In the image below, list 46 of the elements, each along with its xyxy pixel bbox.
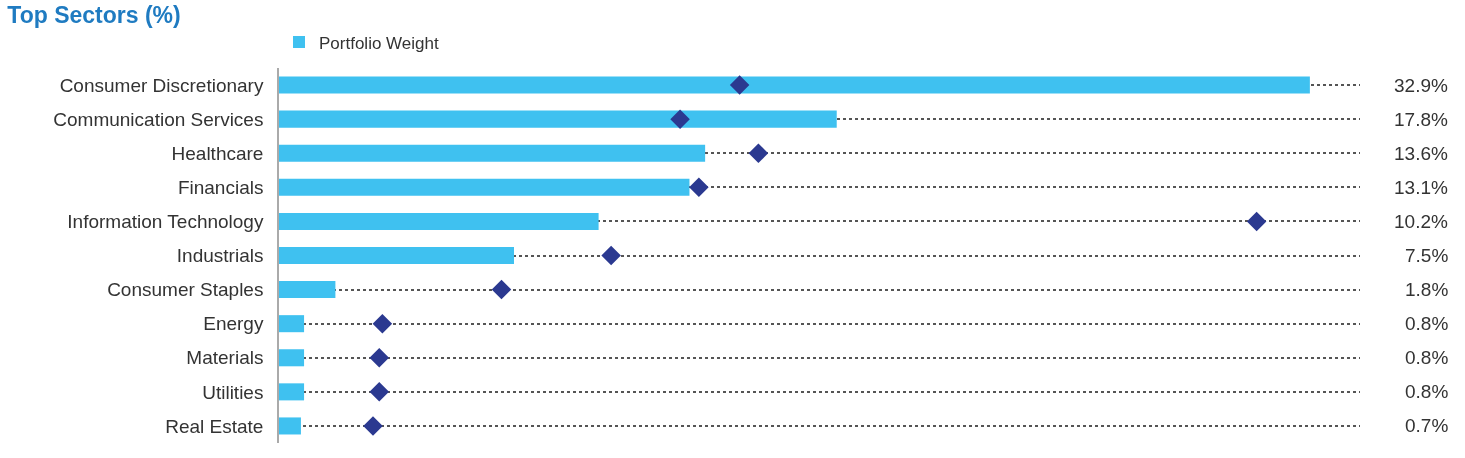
y-tick-label: Real Estate [165, 415, 264, 437]
data-label: 0.8% [1405, 347, 1449, 368]
data-label: 13.6% [1394, 143, 1448, 164]
y-tick-label: Energy [203, 313, 264, 335]
bar [279, 349, 305, 367]
point [689, 177, 709, 198]
y-tick-label: Communication Services [53, 108, 264, 130]
bar [279, 383, 305, 401]
point [369, 348, 390, 368]
bar [279, 246, 514, 265]
data-label: 0.8% [1405, 313, 1449, 334]
data-label: 17.8% [1394, 109, 1448, 130]
bar [279, 178, 690, 196]
point [729, 75, 750, 95]
bar [279, 417, 301, 435]
point [363, 416, 383, 436]
text: Top Sectors (%) [7, 1, 181, 28]
point [372, 313, 393, 334]
point [491, 279, 512, 300]
point [601, 245, 621, 266]
data-label: 10.2% [1394, 211, 1448, 232]
bar [279, 110, 837, 128]
y-tick-label: Utilities [202, 381, 264, 403]
bar [279, 212, 599, 230]
point [1246, 211, 1267, 232]
y-tick-label: Industrials [176, 245, 264, 267]
data-label: 1.8% [1405, 279, 1449, 300]
legend-label: Portfolio Weight [319, 33, 439, 53]
bar [279, 76, 1310, 94]
bar [279, 144, 706, 162]
y-tick-label: Consumer Staples [107, 279, 264, 301]
data-label: 13.1% [1394, 177, 1448, 198]
y-tick-label: Consumer Discretionary [59, 74, 264, 96]
point [369, 382, 390, 402]
data-label: 0.8% [1405, 381, 1449, 402]
bar [279, 315, 305, 333]
y-tick-label: Materials [186, 347, 264, 369]
data-label: 32.9% [1394, 75, 1448, 96]
point [670, 109, 690, 129]
y-tick-label: Financials [177, 176, 264, 198]
y-tick-label: Healthcare [171, 142, 264, 164]
data-label: 7.5% [1405, 245, 1449, 266]
y-tick-label: Information Technology [67, 211, 264, 233]
bar [279, 281, 336, 299]
point [748, 143, 769, 163]
data-label: 0.7% [1405, 415, 1449, 436]
